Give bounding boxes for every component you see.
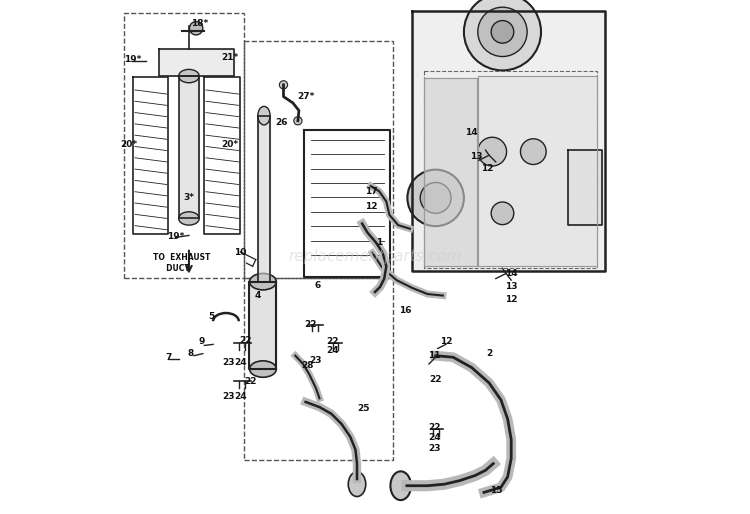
Bar [244, 278, 393, 460]
Text: 21*: 21* [221, 53, 238, 62]
Polygon shape [478, 76, 597, 266]
Text: 10: 10 [234, 248, 247, 258]
Text: 12: 12 [505, 295, 518, 304]
Text: 14: 14 [505, 269, 518, 278]
Text: 23: 23 [222, 392, 235, 401]
Polygon shape [178, 76, 200, 218]
Circle shape [491, 202, 514, 225]
Text: 24: 24 [326, 346, 339, 355]
Ellipse shape [178, 212, 200, 225]
Text: 24: 24 [234, 358, 247, 367]
Ellipse shape [250, 273, 276, 290]
Ellipse shape [391, 471, 411, 500]
Text: 20*: 20* [221, 140, 238, 150]
Circle shape [280, 81, 287, 89]
Text: 22: 22 [239, 336, 252, 345]
Text: 12: 12 [364, 202, 377, 211]
Text: 28: 28 [301, 361, 313, 371]
Text: 26: 26 [275, 118, 288, 127]
Text: 18*: 18* [190, 19, 208, 28]
Text: 22: 22 [326, 337, 339, 346]
Polygon shape [159, 49, 234, 76]
Circle shape [491, 21, 514, 43]
Circle shape [478, 7, 527, 57]
Text: 6: 6 [314, 281, 320, 290]
Text: 8: 8 [188, 349, 194, 358]
Text: 12: 12 [481, 164, 494, 173]
Text: 20*: 20* [121, 140, 138, 150]
Text: 16: 16 [398, 306, 411, 316]
Text: 15: 15 [490, 486, 502, 495]
Circle shape [520, 139, 546, 164]
Text: 5: 5 [209, 311, 214, 321]
Text: 9: 9 [198, 337, 205, 346]
Text: 7: 7 [165, 353, 172, 362]
Ellipse shape [258, 106, 270, 125]
Ellipse shape [348, 472, 366, 497]
Bar [124, 13, 244, 278]
Polygon shape [258, 116, 270, 282]
Circle shape [407, 170, 464, 226]
Circle shape [420, 182, 451, 213]
Text: 23: 23 [222, 358, 235, 367]
Text: 27*: 27* [297, 92, 314, 101]
Text: replacementparts.com: replacementparts.com [288, 249, 461, 265]
Text: 22: 22 [304, 320, 317, 329]
Circle shape [190, 22, 202, 35]
Text: 23: 23 [310, 356, 322, 365]
Text: 24: 24 [427, 433, 440, 443]
Text: 25: 25 [358, 404, 370, 413]
Ellipse shape [250, 361, 276, 377]
Polygon shape [249, 282, 276, 369]
Circle shape [294, 117, 302, 125]
Text: 19*: 19* [124, 54, 141, 64]
Text: 14: 14 [465, 128, 478, 137]
Text: 13: 13 [505, 282, 518, 291]
Text: 1: 1 [376, 238, 382, 247]
Bar [244, 41, 393, 278]
Text: 17: 17 [364, 187, 377, 196]
Text: TO  EXHAUST
     DUCT: TO EXHAUST DUCT [153, 253, 210, 273]
Text: 4: 4 [254, 291, 261, 300]
Circle shape [464, 0, 541, 70]
Text: 3*: 3* [184, 193, 194, 203]
Ellipse shape [178, 69, 200, 83]
Polygon shape [568, 150, 602, 225]
Text: 23: 23 [427, 444, 440, 453]
Text: 13: 13 [470, 152, 483, 161]
Circle shape [478, 137, 506, 166]
Text: 11: 11 [427, 351, 440, 360]
Text: 24: 24 [234, 392, 247, 401]
Polygon shape [412, 11, 605, 271]
Text: 22: 22 [427, 423, 440, 432]
Text: 12: 12 [440, 337, 452, 346]
Polygon shape [424, 78, 477, 266]
Text: 2: 2 [486, 349, 492, 358]
Text: 22: 22 [430, 375, 442, 384]
Text: 19*: 19* [167, 232, 184, 241]
Text: 22: 22 [244, 377, 256, 386]
